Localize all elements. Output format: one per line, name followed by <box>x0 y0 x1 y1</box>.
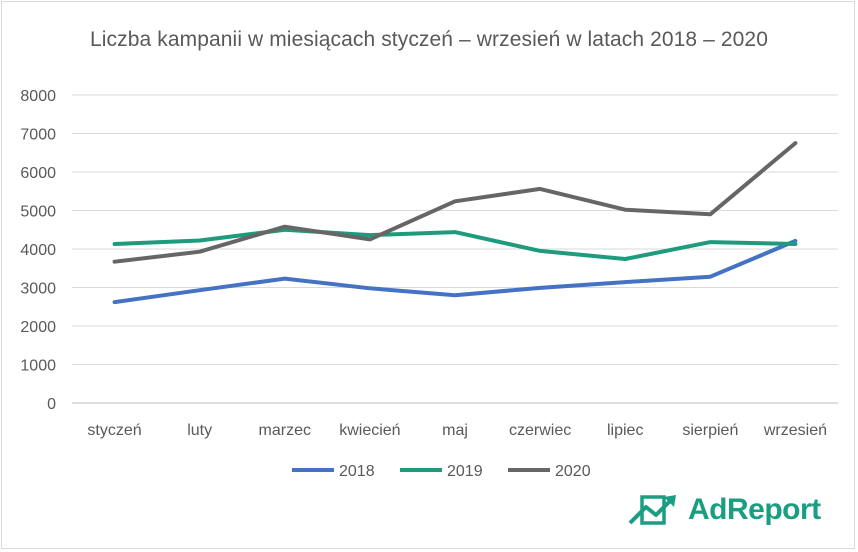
adreport-logo: AdReport <box>628 490 821 530</box>
y-axis-ticks: 0 1000 2000 3000 4000 5000 6000 7000 8000 <box>20 88 56 413</box>
x-tick-label: styczeń <box>87 422 141 439</box>
chart-title: Liczba kampanii w miesiącach styczeń – w… <box>90 28 768 51</box>
x-tick-label: maj <box>442 422 468 439</box>
legend-label-2018: 2018 <box>339 463 375 480</box>
series-line-2018 <box>112 238 798 305</box>
y-tick-label: 1000 <box>20 358 56 375</box>
x-tick-label: wrzesień <box>763 422 827 439</box>
x-tick-label: kwiecień <box>339 422 400 439</box>
series-lines <box>112 141 798 305</box>
x-tick-label: sierpień <box>682 422 738 439</box>
y-tick-label: 8000 <box>20 88 56 105</box>
y-tick-label: 7000 <box>20 127 56 144</box>
y-tick-label: 0 <box>47 396 56 413</box>
y-tick-label: 2000 <box>20 319 56 336</box>
legend-label-2020: 2020 <box>555 463 591 480</box>
x-tick-label: czerwiec <box>509 422 571 439</box>
series-line-2019 <box>112 227 798 261</box>
x-tick-label: luty <box>187 422 212 439</box>
x-tick-label: lipiec <box>607 422 643 439</box>
gridlines <box>72 94 838 404</box>
x-tick-label: marzec <box>259 422 311 439</box>
y-tick-label: 3000 <box>20 281 56 298</box>
legend-label-2019: 2019 <box>447 463 483 480</box>
series-line-2020 <box>112 141 798 264</box>
legend: 2018 2019 2020 <box>292 463 591 480</box>
y-tick-label: 4000 <box>20 242 56 259</box>
y-tick-label: 6000 <box>20 165 56 182</box>
y-tick-label: 5000 <box>20 204 56 221</box>
adreport-logo-icon <box>628 495 676 525</box>
x-axis-ticks: styczeń luty marzec kwiecień maj czerwiec lipi… <box>87 422 827 439</box>
adreport-logo-text: AdReport <box>688 493 821 526</box>
